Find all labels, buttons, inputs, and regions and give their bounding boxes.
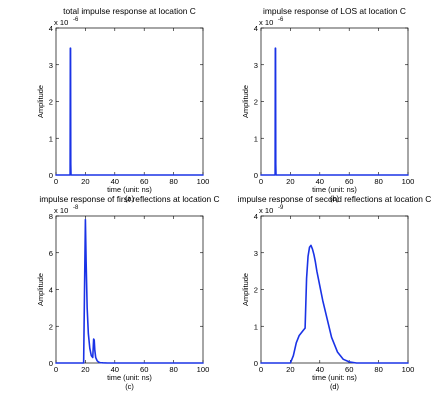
y-axis-label: Amplitude — [241, 85, 250, 118]
x-tick-label: 0 — [54, 365, 58, 374]
plot-area-a — [55, 27, 204, 176]
y-tick-label: 1 — [49, 134, 53, 143]
x-tick-label: 60 — [140, 177, 148, 186]
y-tick-label: 8 — [49, 212, 53, 221]
subfigure-caption: (d) — [330, 382, 339, 391]
y-exponent-label: x 10 — [54, 206, 68, 215]
series-line-c — [55, 218, 204, 364]
y-tick-label: 6 — [49, 249, 53, 258]
y-tick-label: 4 — [49, 24, 53, 33]
y-exponent-value: -6 — [73, 17, 79, 23]
y-tick-label: 0 — [254, 171, 258, 180]
y-tick-label: 2 — [254, 286, 258, 295]
plot-area-c — [55, 215, 204, 364]
x-tick-label: 80 — [374, 177, 382, 186]
x-tick-label: 100 — [197, 365, 210, 374]
x-tick-label: 100 — [197, 177, 210, 186]
x-tick-label: 80 — [374, 365, 382, 374]
y-tick-label: 4 — [49, 286, 53, 295]
subfigure-caption: (a) — [125, 194, 134, 203]
y-tick-label: 2 — [49, 98, 53, 107]
plot-area-b — [260, 27, 409, 176]
y-tick-label: 3 — [254, 61, 258, 70]
x-tick-label: 40 — [316, 365, 324, 374]
chart-title: impulse response of first reflections at… — [39, 194, 219, 204]
y-axis-label: Amplitude — [241, 273, 250, 306]
y-tick-label: 3 — [254, 249, 258, 258]
plot-area-d — [260, 215, 409, 364]
y-exponent-value: -9 — [278, 205, 284, 211]
x-tick-label: 0 — [259, 177, 263, 186]
x-tick-label: 60 — [345, 177, 353, 186]
chart-title: impulse response of LOS at location C — [263, 6, 406, 16]
y-exponent-label: x 10 — [259, 18, 273, 27]
chart-title: impulse response of second reflections a… — [238, 194, 432, 204]
y-tick-label: 1 — [254, 134, 258, 143]
x-tick-label: 0 — [259, 365, 263, 374]
y-exponent-label: x 10 — [259, 206, 273, 215]
x-axis-label: time (unit: ns) — [107, 373, 152, 382]
x-axis-label: time (unit: ns) — [107, 185, 152, 194]
subfigure-caption: (c) — [125, 382, 134, 391]
x-tick-label: 40 — [111, 365, 119, 374]
x-tick-label: 0 — [54, 177, 58, 186]
y-tick-label: 4 — [254, 24, 258, 33]
series-line-d — [260, 244, 409, 364]
y-tick-label: 0 — [49, 171, 53, 180]
y-tick-label: 2 — [254, 98, 258, 107]
chart-title: total impulse response at location C — [63, 6, 196, 16]
x-tick-label: 100 — [402, 365, 415, 374]
y-tick-label: 3 — [49, 61, 53, 70]
y-axis-label: Amplitude — [36, 85, 45, 118]
x-tick-label: 40 — [316, 177, 324, 186]
y-axis-label: Amplitude — [36, 273, 45, 306]
x-tick-label: 60 — [345, 365, 353, 374]
x-tick-label: 80 — [169, 365, 177, 374]
x-tick-label: 20 — [81, 365, 89, 374]
y-tick-label: 0 — [254, 359, 258, 368]
y-exponent-label: x 10 — [54, 18, 68, 27]
y-exponent-value: -8 — [73, 205, 79, 211]
y-tick-label: 2 — [49, 322, 53, 331]
subfigure-caption: (b) — [330, 194, 339, 203]
x-axis-label: time (unit: ns) — [312, 373, 357, 382]
x-tick-label: 40 — [111, 177, 119, 186]
series-line-b — [260, 47, 409, 176]
y-exponent-value: -6 — [278, 17, 284, 23]
x-tick-label: 100 — [402, 177, 415, 186]
series-line-a — [55, 47, 204, 176]
x-axis-label: time (unit: ns) — [312, 185, 357, 194]
x-tick-label: 20 — [81, 177, 89, 186]
y-tick-label: 4 — [254, 212, 258, 221]
x-tick-label: 20 — [286, 365, 294, 374]
x-tick-label: 60 — [140, 365, 148, 374]
x-tick-label: 80 — [169, 177, 177, 186]
y-tick-label: 0 — [49, 359, 53, 368]
y-tick-label: 1 — [254, 322, 258, 331]
x-tick-label: 20 — [286, 177, 294, 186]
